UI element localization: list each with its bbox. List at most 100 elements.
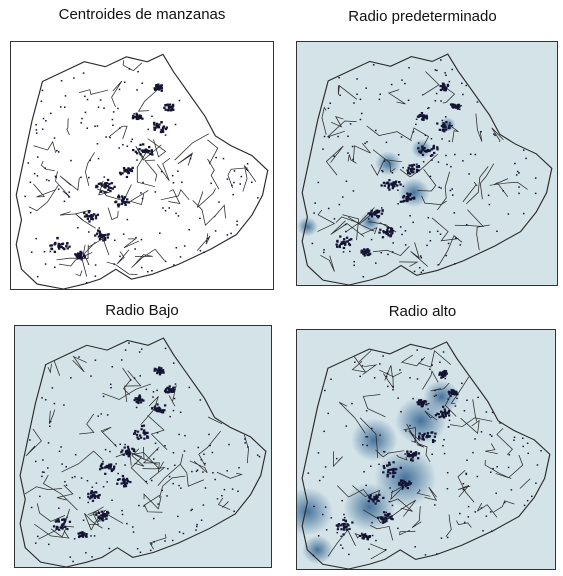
municipal-boundary: [142, 447, 160, 473]
block-centroid-cluster: [425, 114, 428, 117]
block-centroid-cluster: [163, 106, 166, 109]
block-centroid-cluster: [94, 217, 98, 220]
block-centroid-cluster: [142, 149, 145, 152]
block-centroid-cluster: [161, 130, 165, 133]
block-centroid-cluster: [146, 436, 150, 439]
block-centroid-cluster: [160, 121, 163, 124]
block-centroid: [246, 163, 249, 165]
block-centroid-cluster: [364, 250, 368, 253]
block-centroid-cluster: [386, 513, 390, 516]
block-centroid-cluster: [377, 216, 380, 219]
block-centroid-cluster: [160, 371, 163, 374]
block-centroid: [183, 245, 186, 247]
block-centroid: [510, 489, 513, 491]
block-centroid: [448, 80, 451, 83]
block-centroid: [408, 168, 410, 171]
block-centroid: [327, 107, 330, 110]
block-centroid-cluster: [406, 482, 409, 485]
block-centroid-cluster: [53, 241, 57, 245]
municipal-boundary: [396, 454, 408, 461]
block-centroid-cluster: [99, 182, 102, 185]
block-centroid-cluster: [139, 116, 142, 120]
map-canvas: [15, 326, 271, 567]
municipal-boundary: [122, 60, 143, 72]
municipal-boundary: [484, 443, 498, 455]
block-centroid-cluster: [157, 88, 161, 91]
block-centroid: [35, 237, 37, 240]
block-centroid: [47, 442, 50, 444]
block-centroid: [63, 404, 65, 406]
block-centroid: [133, 377, 136, 379]
block-centroid-cluster: [444, 128, 448, 131]
municipal-boundary: [411, 440, 431, 463]
block-centroid: [109, 450, 111, 453]
block-centroid-cluster: [408, 194, 412, 197]
block-centroid: [41, 475, 43, 478]
block-centroid-cluster: [363, 248, 366, 251]
block-centroid-cluster: [124, 483, 127, 486]
block-centroid: [131, 526, 134, 528]
block-centroid-cluster: [368, 497, 372, 500]
block-centroid: [342, 251, 345, 253]
block-centroid: [112, 469, 115, 471]
block-centroid-cluster: [389, 468, 392, 472]
block-centroid: [183, 450, 186, 452]
block-centroid-cluster: [107, 465, 110, 468]
municipal-boundary: [40, 160, 55, 172]
block-centroid-cluster: [368, 496, 372, 499]
block-centroid-cluster: [448, 392, 451, 395]
block-centroid: [409, 424, 411, 427]
block-centroid: [536, 464, 539, 466]
block-centroid-cluster: [425, 403, 428, 406]
municipal-boundary: [491, 127, 504, 143]
municipal-boundary: [192, 200, 216, 227]
municipal-boundary: [123, 238, 140, 249]
block-centroid: [231, 184, 233, 187]
block-centroid-cluster: [441, 375, 445, 379]
block-centroid: [178, 484, 180, 487]
block-centroid-cluster: [399, 482, 402, 486]
block-centroid-cluster: [121, 195, 124, 198]
block-centroid-cluster: [384, 516, 388, 519]
block-centroid: [341, 196, 344, 198]
block-centroid-cluster: [87, 495, 90, 498]
block-centroid-cluster: [345, 528, 349, 531]
block-centroid-cluster: [427, 435, 431, 438]
block-centroid-cluster: [369, 213, 372, 216]
block-centroid: [427, 216, 430, 219]
block-centroid: [230, 232, 232, 235]
block-centroid-cluster: [124, 203, 127, 207]
block-centroid-cluster: [447, 411, 450, 414]
block-centroid-cluster: [107, 186, 111, 189]
block-centroid: [323, 135, 326, 138]
block-centroid-cluster: [337, 523, 341, 526]
block-centroid: [431, 159, 433, 161]
municipal-boundary: [445, 514, 452, 537]
block-centroid-cluster: [426, 432, 430, 435]
block-centroid: [136, 159, 138, 161]
block-centroid-cluster: [402, 195, 406, 198]
municipal-boundary: [354, 532, 363, 539]
block-centroid: [391, 504, 394, 507]
block-centroid: [41, 128, 44, 130]
block-centroid-cluster: [388, 231, 391, 234]
block-centroid: [436, 553, 438, 555]
block-centroid-cluster: [57, 245, 60, 248]
block-centroid: [214, 230, 217, 232]
block-centroid-cluster: [135, 152, 139, 155]
municipal-boundary: [351, 356, 367, 373]
block-centroid-cluster: [118, 171, 122, 174]
block-centroid-cluster: [408, 164, 411, 167]
block-centroid-cluster: [92, 491, 96, 494]
block-centroid: [389, 487, 391, 489]
block-centroid-cluster: [135, 117, 139, 121]
block-centroid: [444, 377, 447, 380]
block-centroid: [247, 446, 249, 448]
block-centroid-cluster: [160, 86, 163, 90]
municipal-boundary: [89, 506, 104, 525]
block-centroid-cluster: [138, 147, 141, 151]
block-centroid-cluster: [50, 244, 53, 247]
block-centroid: [397, 203, 399, 205]
block-centroid: [494, 134, 496, 137]
block-centroid: [29, 181, 32, 184]
